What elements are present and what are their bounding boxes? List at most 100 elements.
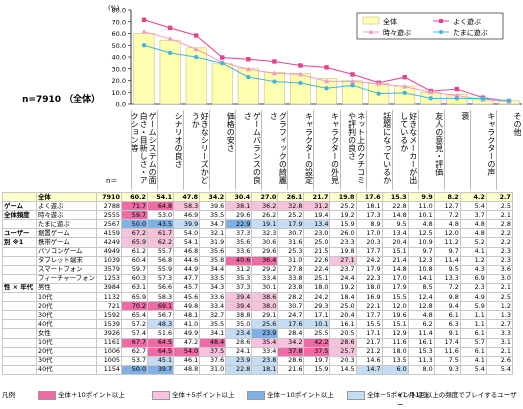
table-cell: 12.3 — [407, 255, 435, 266]
table-cell: 46.8 — [173, 246, 201, 257]
point — [272, 79, 277, 84]
point — [506, 98, 512, 103]
row-group — [2, 355, 37, 366]
table-cell: 35.8 — [199, 255, 227, 266]
table-cell: 51.6 — [147, 328, 175, 339]
row-group — [2, 301, 37, 312]
table-cell: 26.1 — [277, 191, 305, 203]
table-row: タブレット端末 1039 60.4 56.8 44.6 35.8 40.6 36.4 31.0 2… — [2, 255, 513, 266]
point — [297, 71, 304, 77]
table-cell: 17.7 — [355, 310, 383, 321]
table-row: 30代 1592 65.4 56.7 48.1 32.7 38.8 29.1 24.7 17.1 2… — [2, 310, 513, 321]
table-cell: 22.8 — [381, 201, 409, 212]
table-cell: 26.0 — [329, 228, 357, 239]
row-label: パソコンゲーム — [36, 246, 97, 257]
table-cell: 33.8 — [277, 273, 305, 284]
row-label: 10代 — [36, 292, 97, 303]
table-cell: 32.3 — [251, 228, 279, 239]
point — [193, 46, 199, 52]
table-cell: 25.0 — [329, 301, 357, 312]
legend-box — [356, 12, 504, 40]
table-cell: 9.9 — [407, 191, 435, 203]
row-n: 3926 — [95, 328, 122, 339]
y-tick-label: 40.0 — [112, 54, 126, 62]
row-group — [2, 264, 37, 275]
point — [428, 96, 433, 101]
category-header: 好きなメーカーが出しているか — [391, 110, 418, 190]
table-cell: 16.9 — [355, 292, 383, 303]
table-cell: 2.1 — [485, 210, 513, 221]
table-cell: 31.0 — [277, 255, 305, 266]
table-cell: 33.4 — [251, 273, 279, 284]
point — [349, 78, 356, 84]
highlight-swatch — [247, 390, 265, 400]
table-cell: 44.9 — [173, 264, 201, 275]
row-group: ユーザー — [2, 228, 37, 239]
row-group — [2, 364, 37, 375]
table-cell: 64.8 — [147, 201, 175, 212]
table-row: ゲーム よく遊ぶ 2788 71.7 64.8 58.3 39.6 38.1 36.2 32.8 3… — [2, 201, 513, 212]
row-n: 1154 — [95, 364, 122, 375]
table-cell: 45.1 — [147, 355, 175, 366]
table-cell: 33.6 — [225, 246, 253, 257]
row-group — [2, 346, 37, 357]
row-n: 2788 — [95, 201, 122, 212]
table-cell: 50.0 — [120, 364, 149, 375]
point — [167, 50, 173, 56]
point — [193, 54, 199, 60]
table-row: 30代 1005 53.7 45.1 46.1 37.6 23.9 23.8 28.6 19.7 2… — [2, 355, 513, 366]
table-cell: 31.2 — [303, 201, 331, 212]
table-cell: 12.5 — [407, 228, 435, 239]
y-tick-label: 50.0 — [112, 42, 126, 50]
y-tick-label: 10.0 — [112, 89, 126, 97]
category-header: その他 — [495, 110, 522, 190]
table-cell: 57.3 — [147, 273, 175, 284]
table-cell: 20.3 — [329, 355, 357, 366]
table-cell: 60.3 — [120, 273, 149, 284]
category-header: 価格の安さ — [209, 110, 235, 190]
point — [141, 28, 147, 34]
table-cell: 18.1 — [355, 201, 383, 212]
point — [298, 80, 303, 86]
table-cell: 3.1 — [485, 337, 513, 348]
table-cell: 2.3 — [485, 255, 513, 266]
chart-area: 0.0 10.0 20.0 30.0 40.0 50.0 60.0 70.0 80.0(%) 全体… — [108, 4, 522, 109]
table-cell: 24.1 — [225, 346, 253, 357]
table-cell: 58.3 — [147, 292, 175, 303]
point — [220, 61, 225, 66]
legend-marker — [368, 29, 374, 34]
category-header: キャラクターの設定 — [287, 110, 313, 190]
row-group — [2, 219, 37, 230]
table-cell: 14.8 — [381, 210, 409, 221]
row-group — [2, 273, 37, 284]
table-cell: 36.4 — [251, 255, 279, 266]
table-cell: 40.6 — [225, 255, 253, 266]
highlight-swatch — [38, 390, 56, 400]
table-cell: 17.7 — [355, 246, 383, 257]
table-cell: 57.4 — [120, 328, 149, 339]
table-cell: 4.8 — [433, 219, 461, 230]
table-cell: 6.1 — [433, 310, 461, 321]
table-row: 20代 721 70.2 69.1 49.8 33.4 39.4 38.0 30.7 29.3 25… — [2, 301, 513, 312]
point — [271, 70, 277, 76]
table-cell: 20.4 — [381, 237, 409, 248]
table-cell: 23.7 — [329, 264, 357, 275]
point — [220, 55, 225, 60]
point — [245, 66, 251, 72]
table-cell: 27.1 — [329, 255, 357, 266]
row-n: 4949 — [95, 246, 122, 257]
table-cell: 15.5 — [355, 319, 383, 330]
table-cell: 19.1 — [251, 219, 279, 230]
table-cell: 36.2 — [251, 201, 279, 212]
table-cell: 8.0 — [407, 364, 435, 375]
table-cell: 2.1 — [485, 346, 513, 357]
point — [350, 72, 355, 77]
table-cell: 35.5 — [199, 210, 227, 221]
table-cell: 25.2 — [329, 201, 357, 212]
legend-label: 全体 — [383, 17, 397, 26]
row-n: 2555 — [95, 210, 122, 221]
table-cell: 11.0 — [407, 201, 435, 212]
table-cell: 25.7 — [329, 346, 357, 357]
table-cell: 31.6 — [277, 237, 305, 248]
row-n: 7910 — [95, 191, 122, 203]
